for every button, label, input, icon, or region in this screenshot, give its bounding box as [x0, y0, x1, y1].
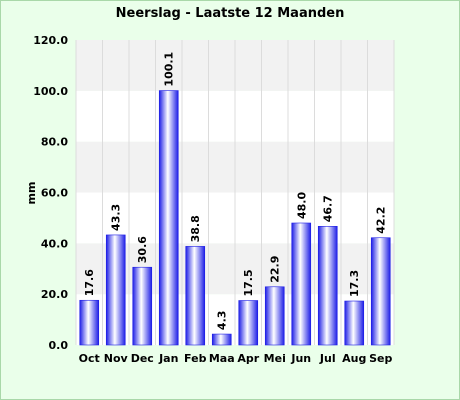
value-labels: 17.6 43.3 30.6 100.1 38.8 4.3 17.5 22.9 48.0 46.7… — [83, 52, 388, 330]
value-label: 17.6 — [83, 269, 96, 296]
y-tick-label: 40.0 — [41, 237, 68, 250]
bar-apr — [238, 300, 259, 346]
x-category-label: Oct — [79, 352, 100, 365]
value-label: 30.6 — [136, 236, 149, 263]
bar-feb — [185, 246, 206, 346]
value-label: 22.9 — [269, 256, 282, 283]
y-tick-label: 20.0 — [41, 288, 68, 301]
plot-bands — [75, 40, 395, 345]
value-label: 38.8 — [189, 215, 202, 242]
y-axis-ticks: 0.0 20.0 40.0 60.0 80.0 100.0 120.0 — [33, 34, 68, 352]
x-axis-categories: Oct Nov Dec Jan Feb Maa Apr Mei Jun Jul Aug Sep — [79, 352, 393, 365]
y-tick-label: 0.0 — [49, 339, 69, 352]
x-category-label: Maa — [209, 352, 235, 365]
bar-dec — [132, 266, 153, 346]
x-category-label: Apr — [237, 352, 259, 365]
y-tick-label: 120.0 — [33, 34, 68, 47]
value-label: 17.5 — [242, 269, 255, 296]
bar-jul — [317, 226, 338, 346]
bar-nov — [105, 234, 126, 346]
value-label: 100.1 — [163, 52, 176, 87]
bars — [79, 90, 391, 346]
x-category-label: Feb — [184, 352, 207, 365]
bar-oct — [79, 299, 100, 346]
bar-jun — [291, 222, 312, 346]
value-label: 17.3 — [348, 270, 361, 297]
bar-maa — [211, 333, 232, 346]
value-label: 43.3 — [110, 204, 123, 231]
x-category-label: Jul — [319, 352, 336, 365]
x-category-label: Mei — [264, 352, 286, 365]
bar-aug — [344, 300, 365, 346]
y-tick-label: 100.0 — [33, 85, 68, 98]
value-label: 48.0 — [295, 192, 308, 219]
value-label: 46.7 — [322, 195, 335, 222]
y-axis-label: mm — [25, 182, 38, 205]
x-category-label: Jun — [290, 352, 311, 365]
value-label: 42.2 — [375, 207, 388, 234]
x-category-label: Aug — [342, 352, 366, 365]
bar-mei — [264, 286, 285, 346]
x-category-label: Sep — [369, 352, 392, 365]
bar-sep — [370, 237, 391, 346]
x-category-label: Nov — [104, 352, 129, 365]
y-tick-label: 80.0 — [41, 136, 68, 149]
x-category-label: Jan — [158, 352, 178, 365]
bar-jan — [158, 90, 179, 346]
y-tick-label: 60.0 — [41, 187, 68, 200]
x-category-label: Dec — [131, 352, 154, 365]
chart-title: Neerslag - Laatste 12 Maanden — [116, 6, 345, 21]
value-label: 4.3 — [216, 311, 229, 331]
